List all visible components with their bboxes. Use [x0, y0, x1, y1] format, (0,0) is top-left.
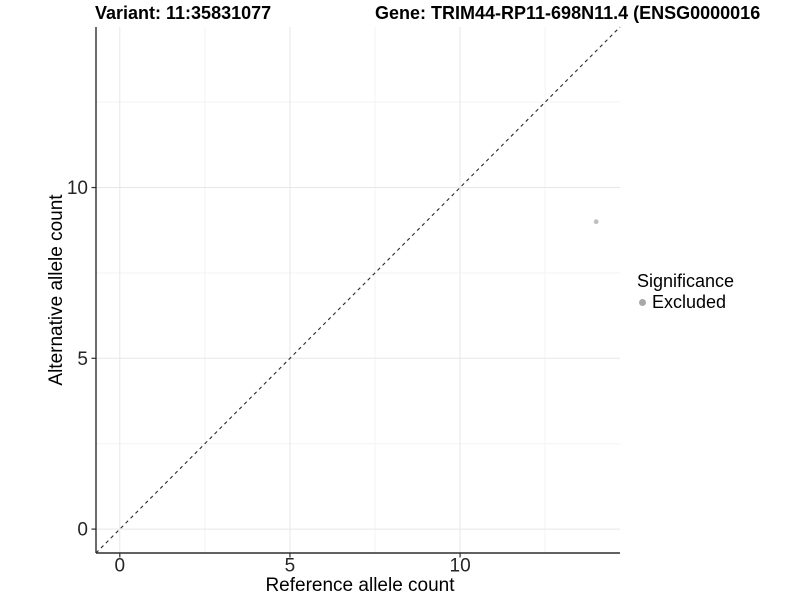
legend: Significance Excluded — [637, 271, 734, 313]
y-tick-label: 10 — [67, 178, 88, 199]
legend-item-label: Excluded — [652, 292, 727, 312]
x-axis-title: Reference allele count — [265, 575, 455, 596]
y-tick-label: 0 — [77, 520, 88, 541]
y-axis-title: Alternative allele count — [46, 194, 67, 386]
y-tick-label: 5 — [77, 349, 88, 370]
x-tick-label: 0 — [115, 556, 126, 577]
x-tick-label: 10 — [450, 556, 471, 577]
plot-title-gene: Gene: TRIM44-RP11-698N11.4 (ENSG0000016 — [375, 3, 761, 23]
legend-point-icon — [639, 299, 646, 306]
legend-title: Significance — [637, 271, 735, 291]
identity-dashed-line — [95, 26, 621, 554]
plot-title-variant: Variant: 11:35831077 — [95, 3, 272, 23]
data-point — [593, 219, 599, 225]
x-tick-label: 5 — [285, 556, 296, 577]
legend-item: Excluded — [637, 292, 734, 313]
